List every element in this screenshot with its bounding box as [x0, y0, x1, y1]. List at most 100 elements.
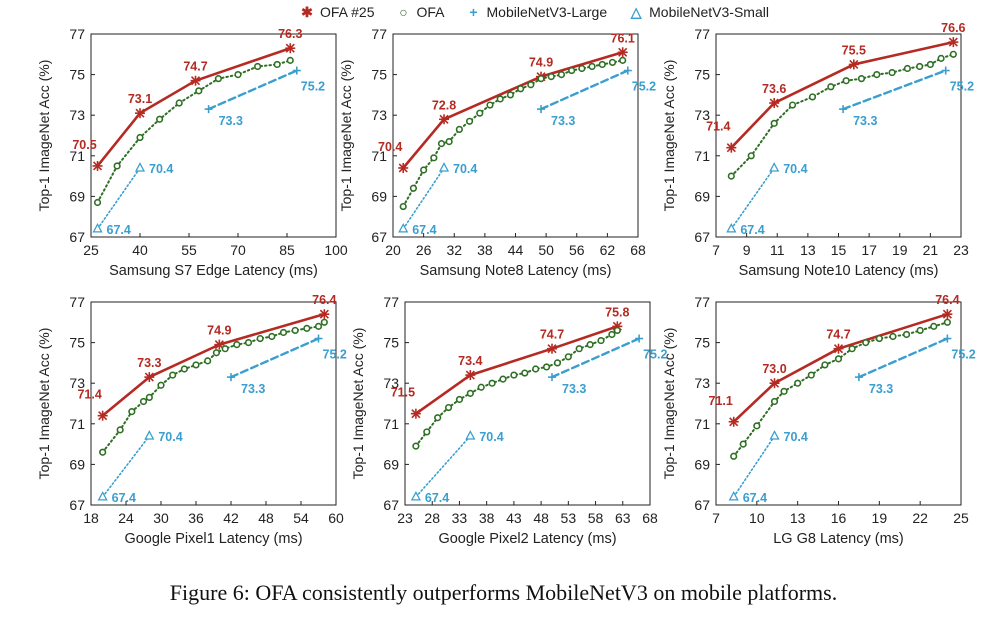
data-point-ofa	[268, 332, 276, 341]
data-label-ofa25: 74.9	[529, 56, 553, 70]
series-ofa25: 71.4 73.6 75.5 76.6	[706, 21, 966, 153]
x-tick-label: 48	[258, 510, 274, 526]
x-tick-label: 30	[153, 510, 169, 526]
data-label-ofa25: 76.3	[278, 27, 302, 41]
plot-frame	[90, 301, 337, 506]
data-label-ofa25: 71.1	[709, 394, 733, 408]
x-tick-label: 40	[132, 242, 148, 258]
y-tick-label: 69	[694, 188, 710, 204]
y-tick-label: 73	[383, 375, 399, 391]
y-axis-title: Top-1 ImageNet Acc (%)	[36, 328, 52, 480]
data-label-mbv3-small: 67.4	[412, 223, 436, 237]
series-mbv3-large: 73.3 75.2	[854, 334, 976, 396]
y-tick-label: 71	[69, 416, 85, 432]
data-point-mbv3-small	[769, 430, 780, 440]
data-point-ofa	[788, 101, 797, 109]
data-label-mbv3-small: 70.4	[453, 162, 477, 176]
y-tick-label: 71	[383, 416, 399, 432]
data-point-ofa	[99, 448, 107, 456]
data-point-ofa	[455, 395, 464, 404]
data-point-ofa	[434, 414, 442, 422]
data-point-ofa25	[97, 410, 108, 421]
legend-item-ofa: ○ OFA	[396, 4, 444, 20]
data-label-mbv3-small: 70.4	[479, 430, 503, 444]
data-point-ofa	[314, 322, 323, 330]
data-label-mbv3-large: 75.2	[950, 80, 974, 94]
series-line-ofa25	[414, 325, 619, 415]
data-point-ofa	[156, 115, 164, 123]
data-point-ofa	[221, 345, 229, 353]
legend-item-mbv3-large: + MobileNetV3-Large	[467, 4, 607, 20]
data-point-ofa	[916, 326, 924, 335]
data-point-ofa	[834, 355, 843, 363]
x-tick-label: 36	[188, 510, 204, 526]
data-point-ofa	[445, 137, 453, 146]
data-point-ofa	[521, 369, 529, 377]
data-point-ofa	[753, 422, 761, 430]
data-label-ofa25: 76.4	[312, 293, 336, 307]
x-tick-label: 48	[533, 510, 549, 526]
x-tick-label: 63	[615, 510, 631, 526]
x-tick-label: 25	[953, 510, 969, 526]
data-point-ofa	[499, 375, 507, 383]
data-label-mbv3-small: 67.4	[107, 223, 131, 237]
data-point-ofa25	[948, 37, 959, 48]
x-tick-label: 38	[479, 510, 495, 526]
x-tick-label: 21	[923, 242, 939, 258]
data-point-ofa	[949, 50, 957, 58]
x-tick-label: 23	[953, 242, 969, 258]
x-tick-label: 100	[324, 242, 348, 258]
series-ofa25: 70.4 72.8 74.9 76.1	[378, 31, 635, 173]
data-point-ofa	[730, 452, 738, 460]
y-axis-title: Top-1 ImageNet Acc (%)	[661, 60, 677, 212]
data-point-mbv3-small	[92, 222, 103, 233]
y-tick-label: 77	[694, 26, 710, 42]
series-line-ofa25	[732, 312, 949, 424]
data-point-ofa	[510, 371, 518, 379]
y-tick-label: 71	[694, 416, 710, 432]
series-line-mbv3-large	[550, 337, 641, 379]
data-point-ofa	[430, 154, 438, 162]
series-ofa25: 71.1 73.0 74.7 76.4	[709, 293, 960, 427]
series-line-mbv3-large	[207, 69, 298, 111]
y-tick-label: 67	[694, 497, 710, 513]
x-axis-title: Samsung Note8 Latency (ms)	[420, 263, 612, 279]
series-mbv3-small: 67.4 70.4	[97, 430, 183, 505]
series-mbv3-small: 67.4 70.4	[92, 162, 173, 237]
series-ofa	[99, 318, 328, 456]
series-line-ofa	[414, 329, 619, 448]
y-tick-label: 77	[69, 294, 85, 310]
x-tick-label: 19	[872, 510, 888, 526]
data-point-ofa	[476, 109, 484, 117]
data-point-ofa25	[728, 416, 739, 427]
data-point-ofa	[857, 75, 866, 83]
data-label-ofa25: 72.8	[432, 98, 456, 112]
data-label-mbv3-large: 73.3	[562, 382, 586, 396]
data-point-mbv3-large	[854, 373, 863, 382]
x-tick-label: 15	[831, 242, 847, 258]
data-point-ofa	[937, 54, 945, 62]
legend: ✱ OFA #25 ○ OFA + MobileNetV3-Large △ Mo…	[300, 0, 769, 24]
x-tick-label: 18	[83, 510, 99, 526]
x-tick-label: 32	[446, 242, 462, 258]
legend-label-ofa25: OFA #25	[320, 4, 375, 20]
series-mbv3-large: 73.3 75.2	[227, 334, 347, 396]
data-point-ofa	[848, 345, 856, 353]
legend-label-mbv3-small: MobileNetV3-Small	[649, 4, 769, 20]
data-label-mbv3-large: 75.2	[301, 80, 325, 94]
data-point-ofa	[727, 172, 735, 180]
y-tick-label: 67	[694, 229, 710, 245]
data-point-ofa	[902, 330, 911, 339]
x-axis-title: LG G8 Latency (ms)	[773, 531, 904, 547]
data-point-mbv3-small	[769, 162, 780, 172]
data-point-ofa	[527, 81, 535, 89]
data-point-mbv3-small	[97, 490, 108, 501]
data-point-ofa	[619, 56, 627, 64]
data-label-mbv3-small: 70.4	[149, 162, 173, 176]
data-label-ofa25: 73.4	[458, 354, 482, 368]
data-point-ofa	[770, 397, 779, 406]
data-point-ofa	[943, 318, 951, 326]
x-tick-label: 33	[452, 510, 468, 526]
